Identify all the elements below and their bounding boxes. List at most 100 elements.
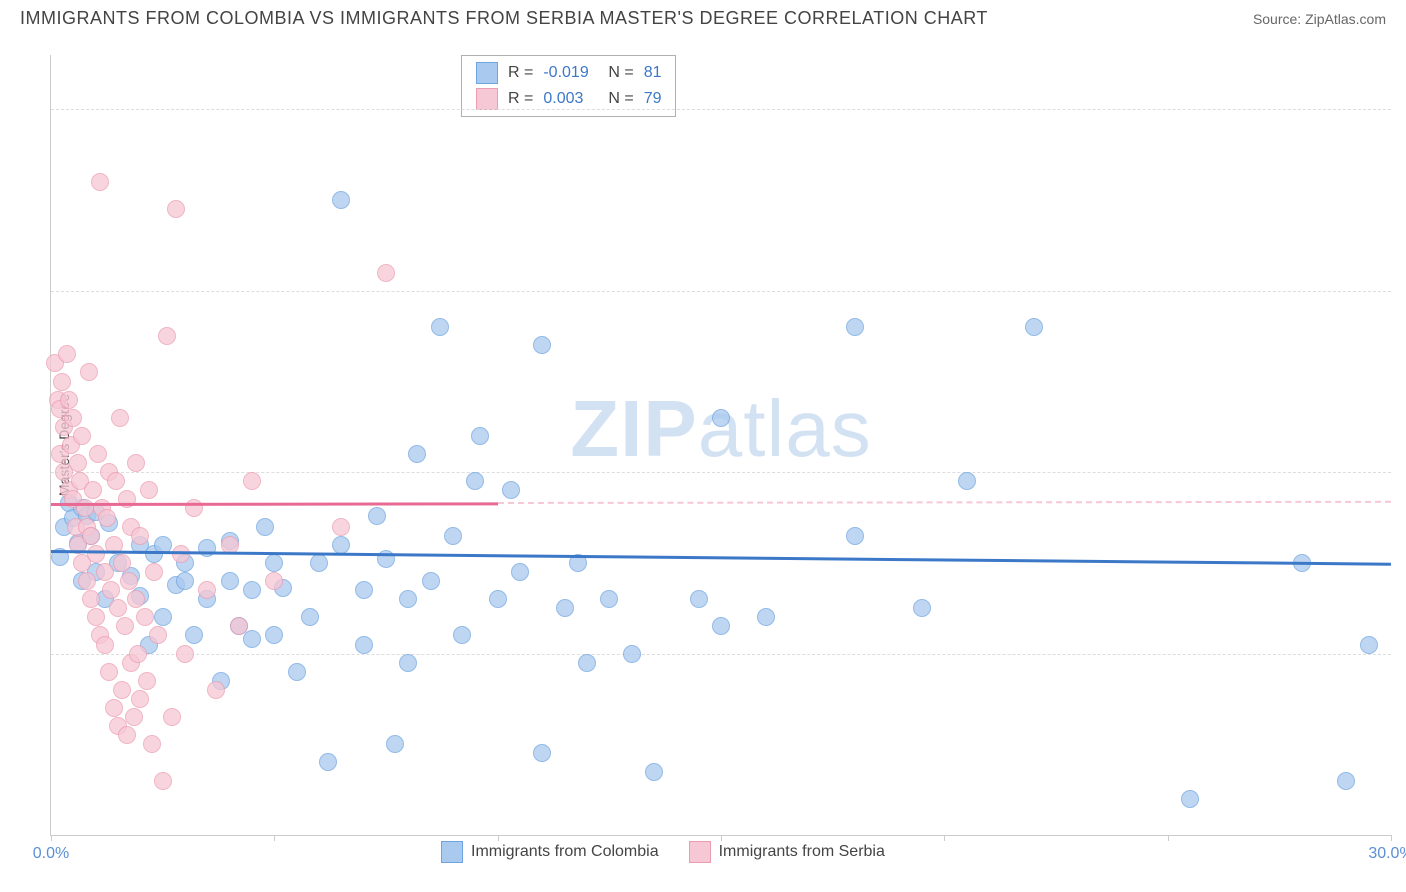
- scatter-point: [386, 735, 404, 753]
- scatter-point: [87, 545, 105, 563]
- legend-row: R =-0.019N =81: [476, 60, 661, 86]
- scatter-point: [243, 630, 261, 648]
- r-value: -0.019: [543, 64, 598, 82]
- trend-line-dashed: [498, 501, 1391, 504]
- scatter-point: [243, 581, 261, 599]
- scatter-point: [98, 509, 116, 527]
- scatter-point: [113, 681, 131, 699]
- scatter-point: [163, 708, 181, 726]
- scatter-point: [556, 599, 574, 617]
- x-tick: [1168, 835, 1169, 841]
- n-label: N =: [608, 90, 633, 108]
- x-tick: [51, 835, 52, 841]
- scatter-point: [301, 608, 319, 626]
- scatter-point: [958, 472, 976, 490]
- scatter-point: [73, 427, 91, 445]
- chart-plot-area: Master's Degree ZIPatlas R =-0.019N =81R…: [50, 55, 1391, 836]
- scatter-point: [105, 699, 123, 717]
- scatter-point: [127, 454, 145, 472]
- scatter-point: [712, 617, 730, 635]
- scatter-point: [690, 590, 708, 608]
- r-value: 0.003: [543, 90, 598, 108]
- scatter-point: [109, 599, 127, 617]
- scatter-point: [265, 626, 283, 644]
- scatter-point: [198, 539, 216, 557]
- x-tick: [274, 835, 275, 841]
- legend-swatch: [441, 841, 463, 863]
- scatter-point: [131, 527, 149, 545]
- legend-row: R =0.003N =79: [476, 86, 661, 112]
- scatter-point: [600, 590, 618, 608]
- scatter-point: [502, 481, 520, 499]
- scatter-point: [332, 518, 350, 536]
- scatter-point: [757, 608, 775, 626]
- scatter-point: [69, 454, 87, 472]
- scatter-point: [399, 590, 417, 608]
- scatter-point: [533, 336, 551, 354]
- legend-label: Immigrants from Serbia: [719, 843, 885, 861]
- scatter-point: [82, 527, 100, 545]
- scatter-point: [131, 690, 149, 708]
- scatter-point: [422, 572, 440, 590]
- scatter-point: [310, 554, 328, 572]
- scatter-point: [453, 626, 471, 644]
- scatter-point: [107, 472, 125, 490]
- scatter-point: [145, 563, 163, 581]
- scatter-point: [1181, 790, 1199, 808]
- grid-line: [51, 291, 1391, 292]
- legend-item: Immigrants from Serbia: [689, 841, 885, 863]
- scatter-point: [256, 518, 274, 536]
- scatter-point: [172, 545, 190, 563]
- scatter-point: [149, 626, 167, 644]
- legend-swatch: [689, 841, 711, 863]
- legend-series: Immigrants from ColombiaImmigrants from …: [441, 841, 885, 863]
- scatter-point: [288, 663, 306, 681]
- scatter-point: [116, 617, 134, 635]
- scatter-point: [120, 572, 138, 590]
- x-tick-label: 0.0%: [33, 845, 69, 863]
- scatter-point: [125, 708, 143, 726]
- scatter-point: [87, 608, 105, 626]
- legend-swatch: [476, 62, 498, 84]
- grid-line: [51, 109, 1391, 110]
- x-tick-label: 30.0%: [1368, 845, 1406, 863]
- scatter-point: [265, 572, 283, 590]
- r-label: R =: [508, 64, 533, 82]
- scatter-point: [471, 427, 489, 445]
- legend-correlation-box: R =-0.019N =81R =0.003N =79: [461, 55, 676, 117]
- scatter-point: [127, 590, 145, 608]
- scatter-point: [176, 645, 194, 663]
- n-label: N =: [608, 64, 633, 82]
- legend-swatch: [476, 88, 498, 110]
- scatter-point: [265, 554, 283, 572]
- scatter-point: [102, 581, 120, 599]
- scatter-point: [113, 554, 131, 572]
- scatter-point: [82, 590, 100, 608]
- n-value: 79: [644, 90, 662, 108]
- scatter-point: [431, 318, 449, 336]
- scatter-point: [368, 507, 386, 525]
- scatter-point: [118, 726, 136, 744]
- scatter-point: [118, 490, 136, 508]
- y-tick-label: 20.0%: [1401, 463, 1406, 481]
- scatter-point: [185, 626, 203, 644]
- grid-line: [51, 654, 1391, 655]
- scatter-point: [80, 363, 98, 381]
- scatter-point: [846, 318, 864, 336]
- scatter-point: [84, 481, 102, 499]
- scatter-point: [1360, 636, 1378, 654]
- scatter-point: [623, 645, 641, 663]
- scatter-point: [645, 763, 663, 781]
- scatter-point: [511, 563, 529, 581]
- scatter-point: [846, 527, 864, 545]
- y-tick-label: 30.0%: [1401, 282, 1406, 300]
- scatter-point: [129, 645, 147, 663]
- scatter-point: [1025, 318, 1043, 336]
- y-tick-label: 10.0%: [1401, 645, 1406, 663]
- scatter-point: [578, 654, 596, 672]
- x-tick: [721, 835, 722, 841]
- scatter-point: [332, 536, 350, 554]
- scatter-point: [138, 672, 156, 690]
- x-tick: [944, 835, 945, 841]
- scatter-point: [89, 445, 107, 463]
